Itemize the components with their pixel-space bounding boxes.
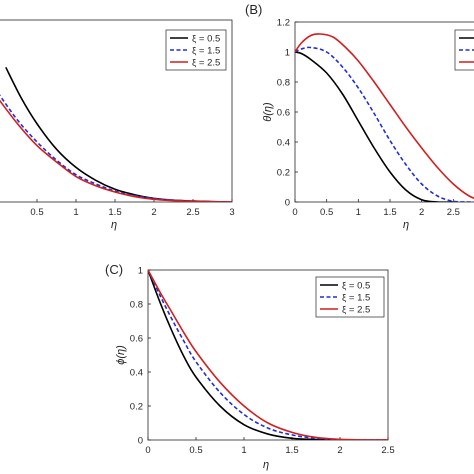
legend: ξ = 0.5ξ = 1.5ξ = 2.5 (454, 29, 474, 71)
y-tick-label: 0.4 (130, 368, 143, 379)
x-tick-label: 2.5 (186, 207, 199, 218)
x-tick-label: 2 (337, 445, 342, 456)
y-tick-label: 0.6 (130, 334, 143, 345)
chart-panel-2: 00.511.522.5300.20.40.60.811.2ηθ(η)(B)ξ … (245, 2, 474, 231)
x-tick-label: 2.5 (447, 207, 460, 218)
y-tick-label: 0.4 (277, 138, 290, 149)
x-tick-label: 0 (292, 207, 297, 218)
x-tick-label: 3 (229, 207, 234, 218)
y-tick-label: 0.8 (277, 78, 290, 89)
legend: ξ = 0.5ξ = 1.5ξ = 2.5 (315, 276, 385, 318)
y-tick-label: 0.2 (277, 168, 290, 179)
y-tick-label: 1 (285, 48, 290, 59)
y-tick-label: 1.2 (277, 18, 290, 29)
legend-entry-3: ξ = 2.5 (192, 57, 220, 68)
legend-entry-2: ξ = 1.5 (192, 45, 220, 56)
series-line-1 (148, 270, 388, 440)
series-line-3 (148, 270, 388, 440)
y-tick-label: 0.6 (277, 108, 290, 119)
series-line-1 (295, 51, 454, 202)
x-tick-label: 0 (145, 445, 150, 456)
y-tick-label: 0 (138, 436, 143, 447)
series-line-3 (295, 33, 474, 200)
y-tick-label: 0 (285, 198, 290, 209)
plot-area-frame (294, 21, 474, 203)
x-tick-label: 1.5 (285, 445, 298, 456)
x-axis-label: η (111, 219, 117, 231)
legend: ξ = 0.5ξ = 1.5ξ = 2.5 (165, 29, 227, 71)
x-axis-label: η (403, 219, 409, 231)
x-tick-label: 1.5 (383, 207, 396, 218)
panel-label: (C) (105, 262, 123, 277)
legend-entry-1: ξ = 0.5 (342, 280, 370, 291)
y-tick-label: 0.8 (130, 300, 143, 311)
x-tick-label: 1 (356, 207, 361, 218)
y-axis-label: θ(η) (262, 102, 274, 122)
x-tick-label: 2 (151, 207, 156, 218)
legend-box (165, 29, 227, 71)
legend-entry-2: ξ = 1.5 (342, 292, 370, 303)
x-tick-label: 0.5 (320, 207, 333, 218)
x-tick-label: 0.5 (189, 445, 202, 456)
panel-label: (B) (245, 2, 262, 17)
x-tick-label: 1 (241, 445, 246, 456)
chart-panel-1: 0.5 1 1.5 2 2.5 3 η ξ = 0.5ξ = 1.5ξ = 2.5 (0, 19, 235, 231)
series-line-2 (295, 46, 474, 202)
legend-entry-3: ξ = 2.5 (342, 304, 370, 315)
y-tick-label: 1 (138, 266, 143, 277)
y-tick-label: 0.2 (130, 402, 143, 413)
series-line-3 (0, 99, 232, 202)
legend-box (454, 29, 474, 71)
x-tick-label: 1.5 (108, 207, 121, 218)
x-tick-label: 2.5 (381, 445, 394, 456)
legend-entry-1: ξ = 0.5 (192, 33, 220, 44)
x-tick-label: 1 (73, 207, 78, 218)
x-tick-label: 0.5 (30, 207, 43, 218)
x-axis-label: η (263, 459, 269, 471)
chart-panel-3: 0 0.5 1 1.5 2 2.5 0 0.2 0.4 0.6 0.8 1 η ϕ(η) (C) ξ = 0.… (105, 262, 395, 471)
y-axis-label: ϕ(η) (115, 345, 127, 365)
x-tick-label: 2 (419, 207, 424, 218)
